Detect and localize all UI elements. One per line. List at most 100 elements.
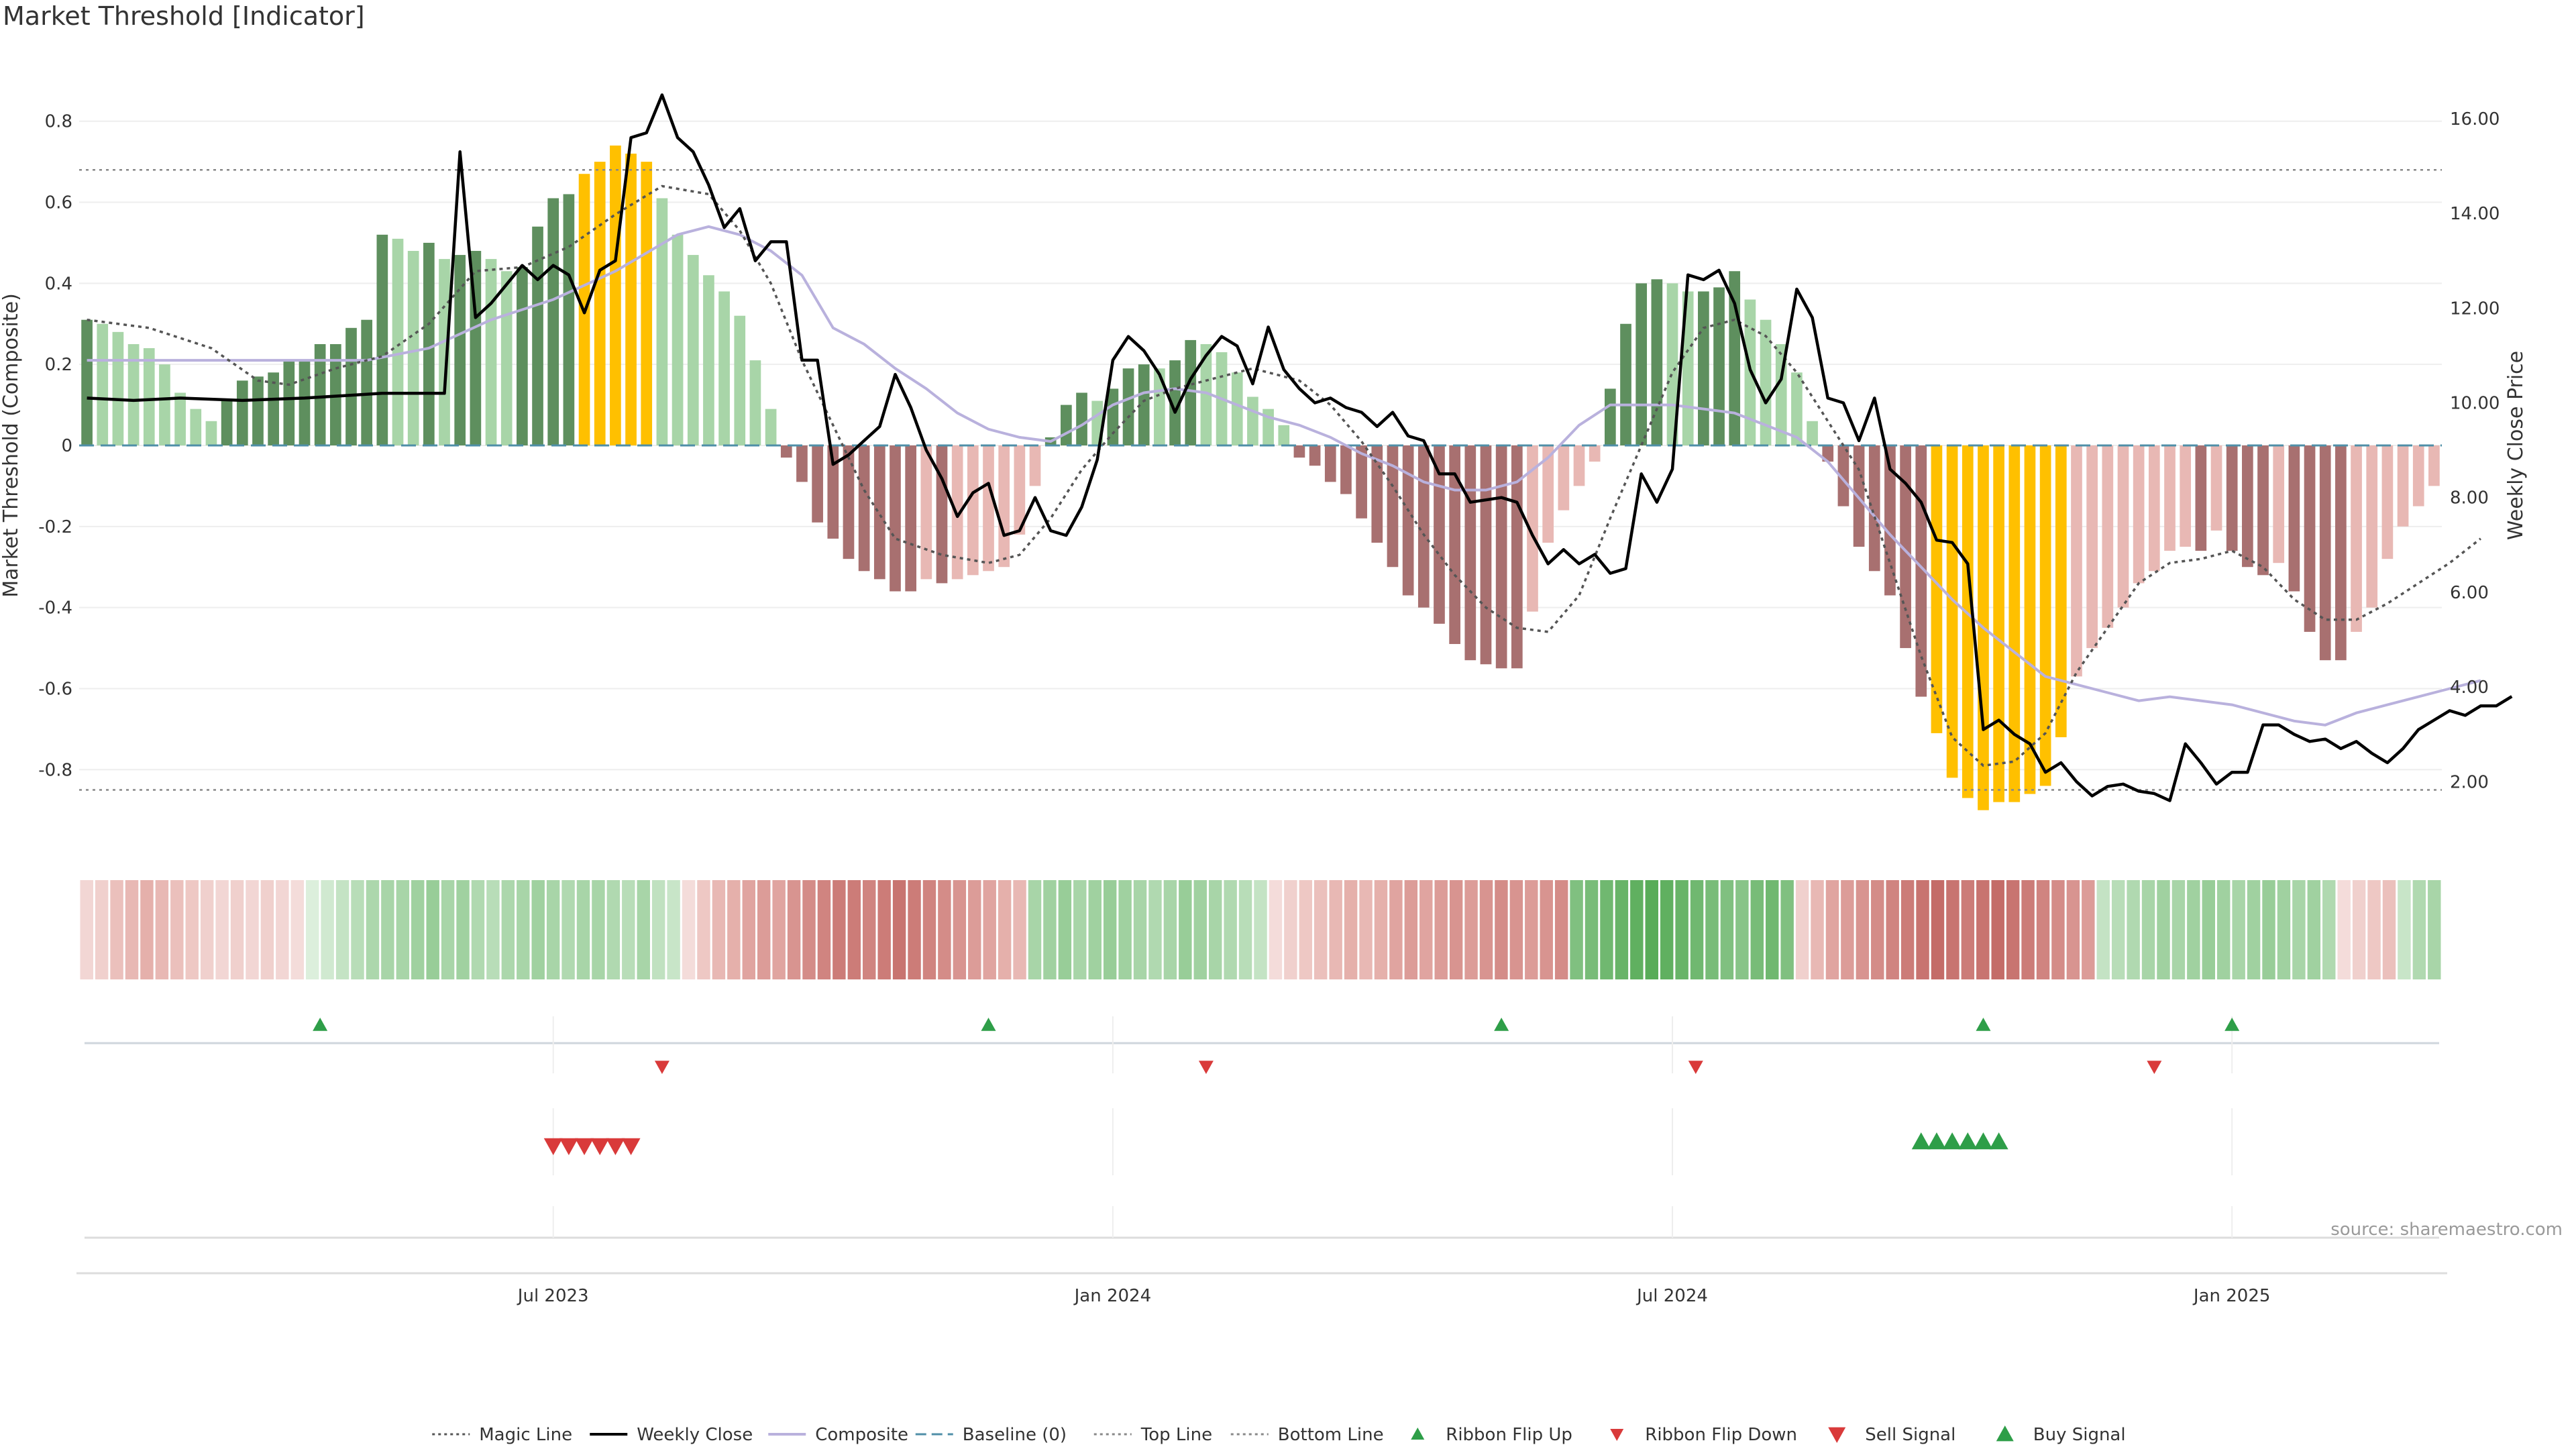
ribbon-cell bbox=[2111, 880, 2125, 979]
composite-bar bbox=[2397, 445, 2409, 527]
composite-bar bbox=[843, 445, 855, 559]
ribbon-cell bbox=[260, 880, 274, 979]
signal-panels bbox=[76, 1016, 2447, 1275]
y-axis-label: Market Threshold (Composite) bbox=[0, 293, 23, 598]
y2-tick-label: 10.00 bbox=[2450, 393, 2500, 413]
weekly-close-line bbox=[87, 93, 2513, 802]
composite-bar bbox=[1620, 323, 1631, 445]
composite-bar bbox=[407, 251, 419, 445]
ribbon-flip-up-marker bbox=[1494, 1018, 1509, 1031]
composite-bar bbox=[2117, 445, 2129, 608]
ribbon-cell bbox=[757, 880, 771, 979]
composite-bar bbox=[1138, 364, 1150, 445]
ribbon-cell bbox=[1841, 880, 1854, 979]
composite-bar bbox=[159, 364, 170, 445]
buy-signal-marker bbox=[1958, 1132, 1978, 1150]
composite-bar bbox=[2102, 445, 2114, 628]
ribbon-cell bbox=[2307, 880, 2321, 979]
composite-bar bbox=[190, 409, 202, 445]
y-tick-label: 0.6 bbox=[45, 193, 72, 213]
y2-axis-label: Weekly Close Price bbox=[2504, 351, 2528, 540]
composite-bar bbox=[1185, 339, 1197, 445]
composite-bar bbox=[2164, 445, 2176, 551]
composite-bar bbox=[236, 380, 248, 445]
ribbon-cell bbox=[2382, 880, 2396, 979]
composite-bar bbox=[687, 255, 699, 445]
composite-bar bbox=[780, 445, 792, 458]
ribbon-cell bbox=[2367, 880, 2381, 979]
composite-bar bbox=[2148, 445, 2160, 572]
composite-bar bbox=[858, 445, 870, 572]
composite-bar bbox=[1231, 372, 1243, 445]
composite-bar bbox=[314, 343, 326, 445]
legend-label: Buy Signal bbox=[2033, 1425, 2126, 1445]
legend-label: Weekly Close bbox=[637, 1425, 753, 1445]
ribbon-cell bbox=[2412, 880, 2426, 979]
legend-item-ribbon-flip-down: Ribbon Flip Down bbox=[1610, 1425, 1797, 1445]
ribbon-cell bbox=[817, 880, 831, 979]
legend-item-ribbon-flip-up: Ribbon Flip Up bbox=[1411, 1425, 1572, 1445]
ribbon-cell bbox=[1269, 880, 1283, 979]
ribbon-cell bbox=[276, 880, 289, 979]
composite-bar bbox=[485, 259, 497, 445]
composite-bar bbox=[2242, 445, 2253, 568]
composite-bar bbox=[1495, 445, 1507, 669]
ribbon-cell bbox=[1675, 880, 1688, 979]
magic-line bbox=[87, 184, 2481, 767]
ribbon-cell bbox=[1058, 880, 1072, 979]
composite-bar bbox=[951, 445, 963, 580]
ribbon-cell bbox=[2277, 880, 2291, 979]
composite-bar bbox=[1480, 445, 1492, 665]
ribbon-cell bbox=[1720, 880, 1734, 979]
ribbon-cell bbox=[125, 880, 139, 979]
buy-signal-marker bbox=[1989, 1132, 2008, 1150]
legend-label: Bottom Line bbox=[1278, 1425, 1384, 1445]
composite-bar bbox=[1760, 319, 1772, 445]
legend-item-composite: Composite bbox=[768, 1425, 908, 1445]
ribbon-cell bbox=[170, 880, 184, 979]
composite-bar bbox=[97, 323, 109, 445]
ribbon-cell bbox=[1389, 880, 1403, 979]
ribbon-cell bbox=[1780, 880, 1794, 979]
ribbon-cell bbox=[2322, 880, 2336, 979]
ribbon-cell bbox=[1554, 880, 1568, 979]
composite-bar bbox=[423, 242, 435, 445]
ribbon-flip-up-marker bbox=[2224, 1018, 2240, 1031]
composite-bar bbox=[2428, 445, 2440, 486]
ribbon-cell bbox=[2096, 880, 2110, 979]
ribbon-cell bbox=[2247, 880, 2261, 979]
x-tick-label: Jan 2024 bbox=[1073, 1286, 1152, 1306]
y-tick-label: 0.8 bbox=[45, 112, 72, 132]
ribbon-cell bbox=[95, 880, 109, 979]
ribbon-cell bbox=[998, 880, 1012, 979]
ribbon-cell bbox=[1916, 880, 1929, 979]
ribbon-cell bbox=[1900, 880, 1915, 979]
ribbon-cell bbox=[351, 880, 364, 979]
x-tick-label: Jan 2025 bbox=[2192, 1286, 2271, 1306]
ribbon-cell bbox=[892, 880, 906, 979]
ribbon-cell bbox=[576, 880, 590, 979]
ribbon-cell bbox=[1464, 880, 1478, 979]
composite-bar bbox=[376, 234, 388, 445]
composite-bar bbox=[392, 238, 404, 445]
composite-bar bbox=[2257, 445, 2269, 576]
ribbon-cell bbox=[1344, 880, 1358, 979]
ribbon-cell bbox=[200, 880, 214, 979]
composite-bar bbox=[2351, 445, 2362, 632]
composite-bar bbox=[1573, 445, 1585, 486]
ribbon-cell bbox=[1254, 880, 1267, 979]
legend-item-baseline-0: Baseline (0) bbox=[915, 1425, 1067, 1445]
composite-bar bbox=[1558, 445, 1570, 511]
composite-bar bbox=[2304, 445, 2316, 632]
ribbon-cell bbox=[1540, 880, 1553, 979]
composite-bar bbox=[221, 400, 233, 445]
composite-bar bbox=[563, 194, 575, 445]
y2-tick-label: 12.00 bbox=[2450, 299, 2500, 319]
ribbon-cell bbox=[922, 880, 936, 979]
ribbon-cell bbox=[1570, 880, 1583, 979]
composite-bar bbox=[2071, 445, 2082, 677]
ribbon-cell bbox=[983, 880, 996, 979]
ribbon-cell bbox=[517, 880, 530, 979]
ribbon-cell bbox=[2262, 880, 2275, 979]
